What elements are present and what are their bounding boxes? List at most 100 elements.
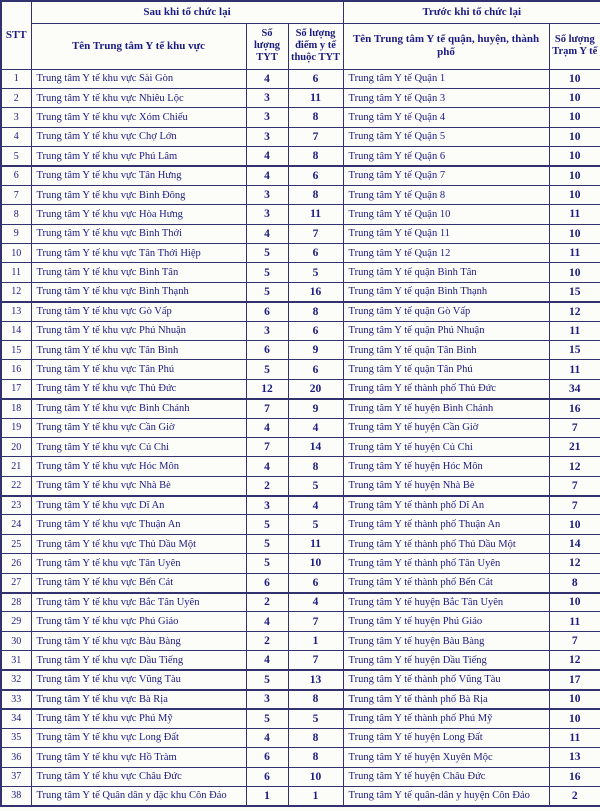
before-center-name-cell: Trung tâm Y tế thành phố Bà Rịa (342, 688, 550, 710)
before-center-name-cell: Trung tâm Y tế huyện Long Đất (342, 727, 550, 749)
table-row: 20 Trung tâm Y tế khu vực Củ Chi 7 14 Tr… (0, 436, 600, 458)
before-tram-count-cell: 13 (548, 747, 600, 768)
before-center-name-cell: Trung tâm Y tế huyện Phú Giáo (342, 611, 550, 632)
table-row: 26 Trung tâm Y tế khu vực Tân Uyên 5 10 … (0, 553, 600, 574)
before-center-name-cell: Trung tâm Y tế huyện Củ Chi (342, 436, 550, 458)
header-before-center-name: Tên Trung tâm Y tế quận, huyện, thành ph… (342, 22, 550, 70)
after-points-count-cell: 16 (287, 281, 344, 303)
after-points-count-cell: 6 (287, 68, 344, 89)
after-tyt-count-cell: 5 (245, 281, 289, 303)
before-tram-count-cell: 2 (548, 785, 600, 807)
after-center-name-cell: Trung tâm Y tế khu vực Xóm Chiếu (30, 107, 247, 128)
after-points-count-cell: 13 (287, 669, 344, 691)
table-row: 16 Trung tâm Y tế khu vực Tân Phú 5 6 Tr… (0, 359, 600, 380)
before-tram-count-cell: 11 (548, 320, 600, 341)
stt-cell: 30 (0, 630, 32, 652)
before-center-name-cell: Trung tâm Y tế Quận 1 (342, 68, 550, 89)
after-center-name-cell: Trung tâm Y tế khu vực Bình Chánh (30, 398, 247, 419)
table-row: 6 Trung tâm Y tế khu vực Tân Hưng 4 6 Tr… (0, 165, 600, 186)
before-tram-count-cell: 12 (548, 553, 600, 574)
after-tyt-count-cell: 6 (245, 339, 289, 361)
before-center-name-cell: Trung tâm Y tế quân-dân y huyện Côn Đảo (342, 785, 550, 807)
after-tyt-count-cell: 12 (245, 378, 289, 400)
stt-cell: 26 (0, 553, 32, 574)
after-center-name-cell: Trung tâm Y tế khu vực Củ Chi (30, 436, 247, 458)
after-center-name-cell: Trung tâm Y tế khu vực Vũng Tàu (30, 669, 247, 691)
before-center-name-cell: Trung tâm Y tế Quận 11 (342, 223, 550, 245)
before-tram-count-cell: 17 (548, 669, 600, 691)
header-before-tram-count: Số lượng Trạm Y tế (548, 22, 600, 70)
after-points-count-cell: 11 (287, 87, 344, 109)
after-tyt-count-cell: 4 (245, 417, 289, 438)
after-tyt-count-cell: 3 (245, 320, 289, 341)
stt-cell: 7 (0, 184, 32, 206)
before-tram-count-cell: 12 (548, 650, 600, 672)
after-center-name-cell: Trung tâm Y tế khu vực Tân Uyên (30, 553, 247, 574)
before-center-name-cell: Trung tâm Y tế huyện Dầu Tiếng (342, 650, 550, 672)
before-center-name-cell: Trung tâm Y tế quận Bình Thạnh (342, 281, 550, 303)
before-center-name-cell: Trung tâm Y tế huyện Cần Giờ (342, 417, 550, 438)
table-row: 3 Trung tâm Y tế khu vực Xóm Chiếu 3 8 T… (0, 107, 600, 128)
table-row: 33 Trung tâm Y tế khu vực Bà Rịa 3 8 Tru… (0, 688, 600, 710)
after-center-name-cell: Trung tâm Y tế khu vực Tân Bình (30, 339, 247, 361)
after-points-count-cell: 1 (287, 630, 344, 652)
before-center-name-cell: Trung tâm Y tế huyện Bàu Bàng (342, 630, 550, 652)
table-row: 11 Trung tâm Y tế khu vực Bình Tân 5 5 T… (0, 262, 600, 283)
after-center-name-cell: Trung tâm Y tế khu vực Dầu Tiếng (30, 650, 247, 672)
before-center-name-cell: Trung tâm Y tế thành phố Bến Cát (342, 572, 550, 594)
after-points-count-cell: 9 (287, 339, 344, 361)
stt-cell: 17 (0, 378, 32, 400)
after-tyt-count-cell: 6 (245, 572, 289, 594)
after-tyt-count-cell: 3 (245, 126, 289, 148)
before-tram-count-cell: 7 (548, 495, 600, 516)
table-row: 37 Trung tâm Y tế khu vực Châu Đức 6 10 … (0, 766, 600, 787)
header-sub-row: Tên Trung tâm Y tế khu vực Số lượng TYT … (1, 22, 600, 70)
after-points-count-cell: 8 (287, 747, 344, 768)
before-tram-count-cell: 16 (548, 766, 600, 787)
table-body: 1 Trung tâm Y tế khu vực Sài Gòn 4 6 Tru… (0, 68, 600, 807)
after-center-name-cell: Trung tâm Y tế khu vực Thuận An (30, 514, 247, 535)
after-points-count-cell: 10 (287, 553, 344, 574)
before-center-name-cell: Trung tâm Y tế Quận 6 (342, 146, 550, 167)
before-tram-count-cell: 10 (548, 708, 600, 729)
table-row: 5 Trung tâm Y tế khu vực Phú Lâm 4 8 Tru… (0, 146, 600, 167)
before-center-name-cell: Trung tâm Y tế Quận 7 (342, 165, 550, 186)
before-tram-count-cell: 10 (548, 688, 600, 710)
before-tram-count-cell: 10 (548, 87, 600, 109)
before-center-name-cell: Trung tâm Y tế huyện Bình Chánh (342, 398, 550, 419)
before-tram-count-cell: 10 (548, 184, 600, 206)
stt-cell: 3 (0, 107, 32, 128)
after-points-count-cell: 8 (287, 456, 344, 477)
after-center-name-cell: Trung tâm Y tế khu vực Châu Đức (30, 766, 247, 787)
after-points-count-cell: 5 (287, 262, 344, 283)
after-points-count-cell: 8 (287, 727, 344, 749)
after-points-count-cell: 8 (287, 688, 344, 710)
table-row: 31 Trung tâm Y tế khu vực Dầu Tiếng 4 7 … (0, 650, 600, 672)
before-tram-count-cell: 10 (548, 126, 600, 148)
before-center-name-cell: Trung tâm Y tế Quận 10 (342, 204, 550, 225)
table-row: 10 Trung tâm Y tế khu vực Tân Thới Hiệp … (0, 243, 600, 264)
after-points-count-cell: 4 (287, 592, 344, 613)
before-center-name-cell: Trung tâm Y tế Quận 3 (342, 87, 550, 109)
after-points-count-cell: 14 (287, 436, 344, 458)
stt-cell: 8 (0, 204, 32, 225)
after-center-name-cell: Trung tâm Y tế khu vực Hóc Môn (30, 456, 247, 477)
after-center-name-cell: Trung tâm Y tế khu vực Bình Đông (30, 184, 247, 206)
after-points-count-cell: 5 (287, 708, 344, 729)
before-center-name-cell: Trung tâm Y tế thành phố Thủ Dầu Một (342, 533, 550, 555)
after-tyt-count-cell: 3 (245, 87, 289, 109)
after-tyt-count-cell: 5 (245, 533, 289, 555)
after-tyt-count-cell: 1 (245, 785, 289, 807)
after-center-name-cell: Trung tâm Y tế khu vực Bắc Tân Uyên (30, 592, 247, 613)
table-row: 29 Trung tâm Y tế khu vực Phú Giáo 4 7 T… (0, 611, 600, 632)
stt-cell: 31 (0, 650, 32, 672)
after-tyt-count-cell: 6 (245, 301, 289, 322)
header-after-tyt-count: Số lượng TYT (245, 22, 289, 70)
after-center-name-cell: Trung tâm Y tế khu vực Chợ Lớn (30, 126, 247, 148)
before-center-name-cell: Trung tâm Y tế huyện Hóc Môn (342, 456, 550, 477)
before-center-name-cell: Trung tâm Y tế thành phố Phú Mỹ (342, 708, 550, 729)
stt-cell: 25 (0, 533, 32, 555)
table-row: 28 Trung tâm Y tế khu vực Bắc Tân Uyên 2… (0, 592, 600, 613)
table-row: 30 Trung tâm Y tế khu vực Bàu Bàng 2 1 T… (0, 630, 600, 652)
after-center-name-cell: Trung tâm Y tế khu vực Gò Vấp (30, 301, 247, 322)
